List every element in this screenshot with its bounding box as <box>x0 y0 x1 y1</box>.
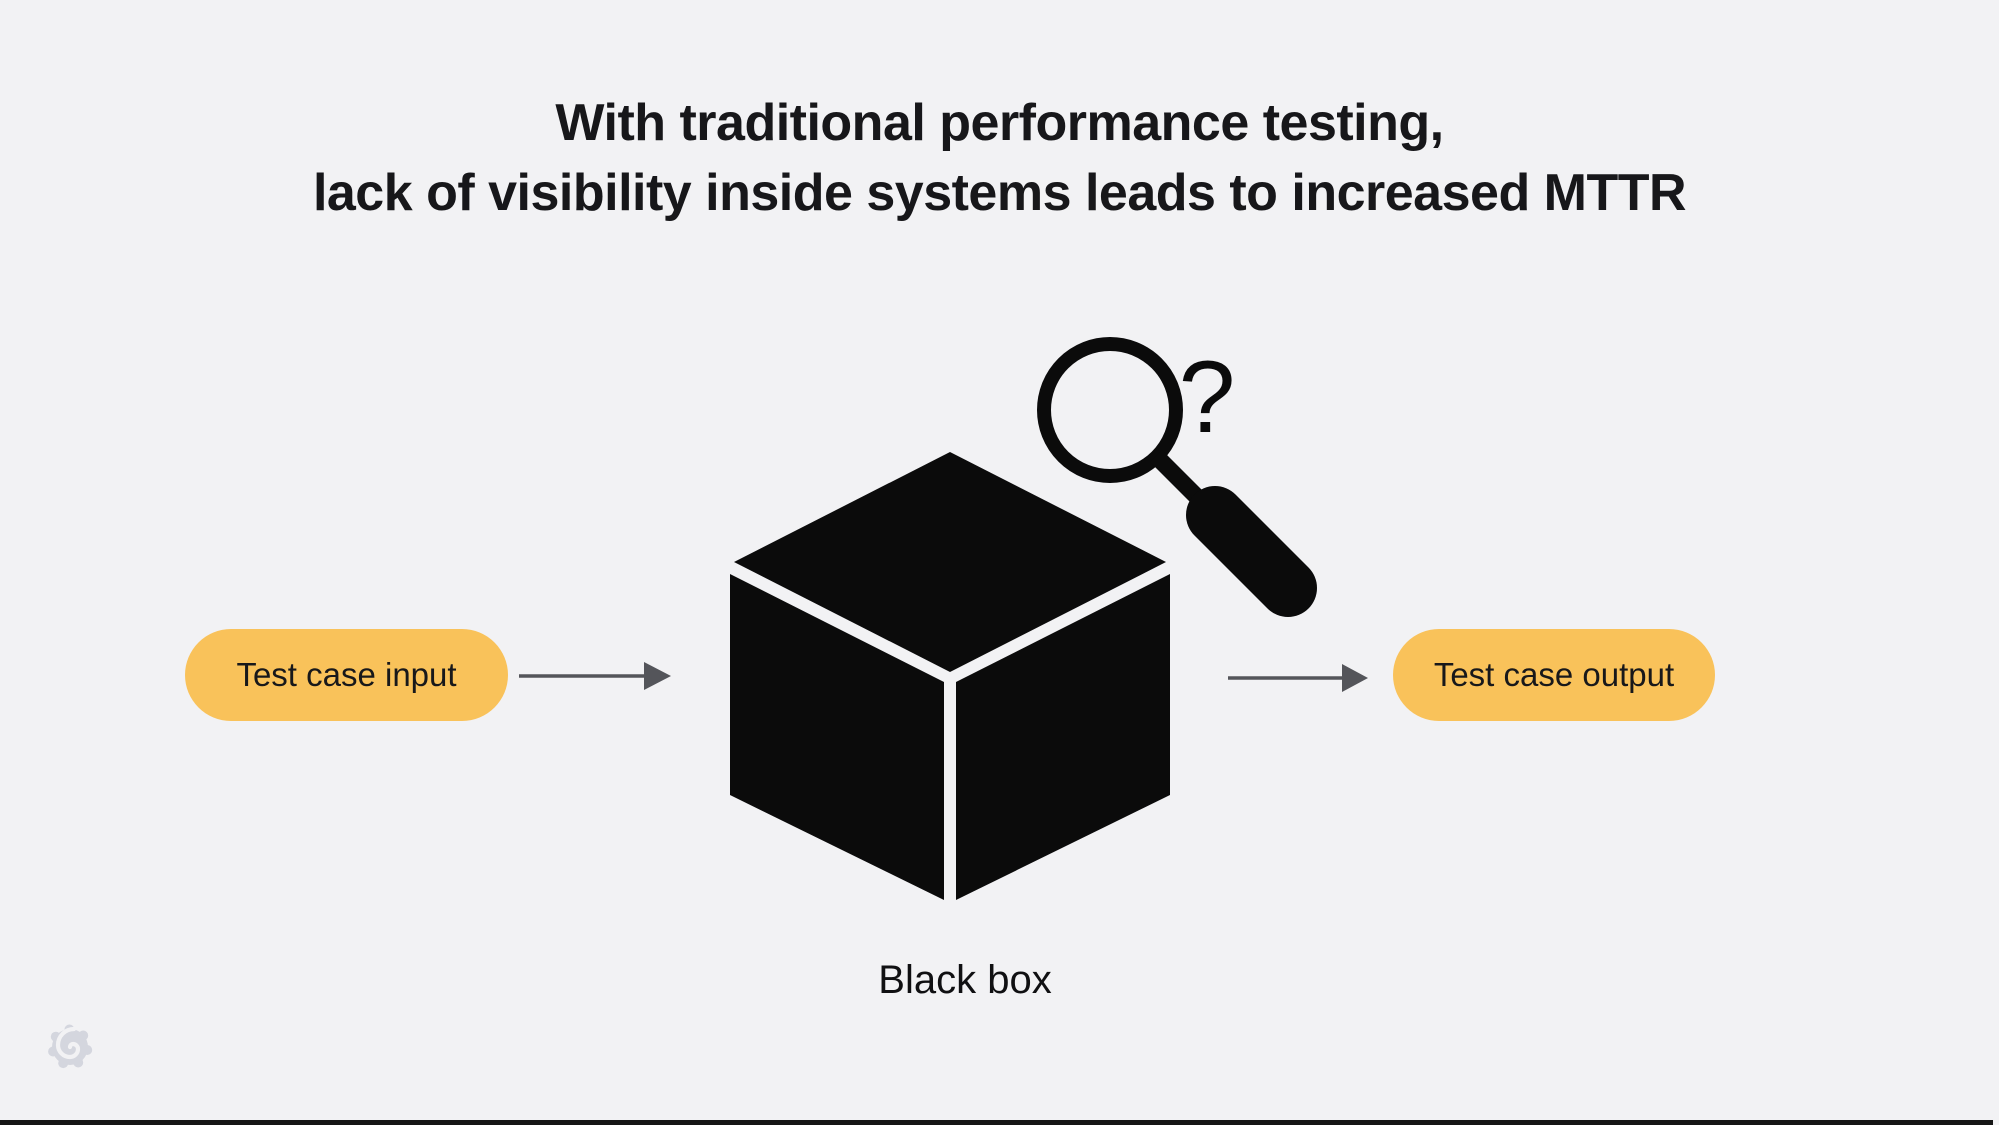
grafana-spiral-icon <box>48 1024 93 1069</box>
black-box-caption: Black box <box>878 958 1052 1002</box>
page-title: With traditional performance testing, la… <box>0 88 1999 228</box>
cube-top-face <box>734 452 1166 672</box>
test-case-output-pill: Test case output <box>1393 629 1715 721</box>
test-case-input-pill: Test case input <box>185 629 508 721</box>
output-arrow <box>1228 664 1368 692</box>
input-arrow-head <box>644 662 671 690</box>
magnifier-neck <box>1149 449 1203 503</box>
black-box-cube-icon <box>730 452 1170 900</box>
input-arrow <box>519 662 671 690</box>
progress-bar[interactable] <box>0 1120 1993 1125</box>
title-line-1: With traditional performance testing, <box>555 94 1444 152</box>
test-case-input-label: Test case input <box>236 656 457 693</box>
magnifying-glass-icon <box>1037 337 1317 617</box>
question-mark: ? <box>1179 340 1236 454</box>
cube-left-face <box>730 574 944 900</box>
output-arrow-head <box>1342 664 1368 692</box>
title-line-2: lack of visibility inside systems leads … <box>312 164 1687 222</box>
logo-swirl <box>55 1026 81 1060</box>
cube-right-face <box>956 574 1170 900</box>
magnifier-handle <box>1186 486 1317 617</box>
magnifier-lens <box>1037 337 1183 483</box>
test-case-output-label: Test case output <box>1433 656 1675 693</box>
